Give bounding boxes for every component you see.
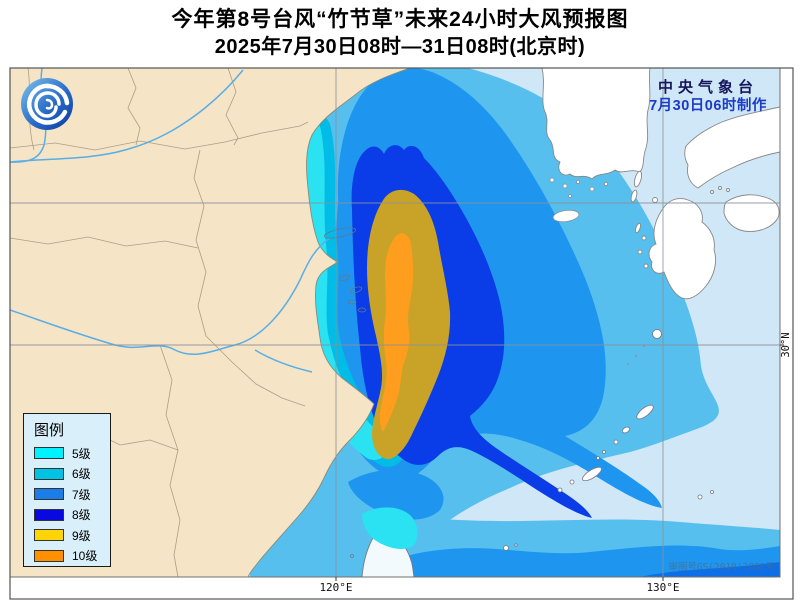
legend-swatch-10 [34, 549, 64, 562]
korea-land [541, 68, 651, 223]
penghu-island [350, 554, 354, 558]
legend-label-9: 9级 [72, 528, 91, 543]
legend-row: 6级 [24, 464, 110, 485]
lon-label-120e: 120°E [319, 581, 352, 594]
wind-area-orange [379, 233, 414, 432]
legend-swatch-8 [34, 508, 64, 521]
japan-land [630, 106, 780, 300]
cma-logo [21, 78, 73, 130]
legend-row: 10级 [24, 546, 110, 567]
map-title: 今年第8号台风“竹节草”未来24小时大风预报图 2025年7月30日08时—31… [0, 6, 800, 60]
legend-row: 7级 [24, 484, 110, 505]
coastal-islands [323, 227, 366, 313]
graticule [10, 68, 780, 577]
legend-swatch-7 [34, 488, 64, 501]
wind-patch-cyan-taiwan [362, 507, 418, 549]
legend-row: 5级 [24, 443, 110, 464]
map-approval-watermark: 审图号GS(2019)3082号 [668, 561, 775, 573]
lat-label-30n: 30°N [780, 332, 792, 357]
legend-swatch-9 [34, 529, 64, 542]
legend: 图例 5级 6级 7级 8级 9级 10级 [23, 413, 111, 567]
legend-label-10: 10级 [72, 549, 98, 564]
legend-label-5: 5级 [72, 446, 91, 461]
title-line-2: 2025年7月30日08时—31日08时(北京时) [214, 36, 586, 58]
province-borders [10, 68, 309, 577]
bottom-margin-strip [10, 578, 793, 599]
ryukyu-islands [503, 329, 714, 551]
legend-label-7: 7级 [72, 487, 91, 502]
legend-swatch-5 [34, 447, 64, 460]
legend-title: 图例 [34, 422, 65, 439]
title-line-1: 今年第8号台风“竹节草”未来24小时大风预报图 [171, 8, 629, 31]
legend-row: 8级 [24, 505, 110, 526]
lon-label-130e: 130°E [646, 581, 679, 594]
agency-issue-time: 7月30日06时制作 [649, 98, 767, 114]
legend-swatch-6 [34, 467, 64, 480]
agency-credit: 中央气象台 7月30日06时制作 [618, 78, 798, 116]
legend-label-8: 8级 [72, 508, 91, 523]
agency-name: 中央气象台 [657, 79, 758, 96]
legend-label-6: 6级 [72, 467, 91, 482]
axis-ticks [335, 344, 784, 581]
outer-frame [9, 67, 794, 600]
legend-row: 9级 [24, 525, 110, 546]
right-margin-strip [781, 68, 793, 577]
